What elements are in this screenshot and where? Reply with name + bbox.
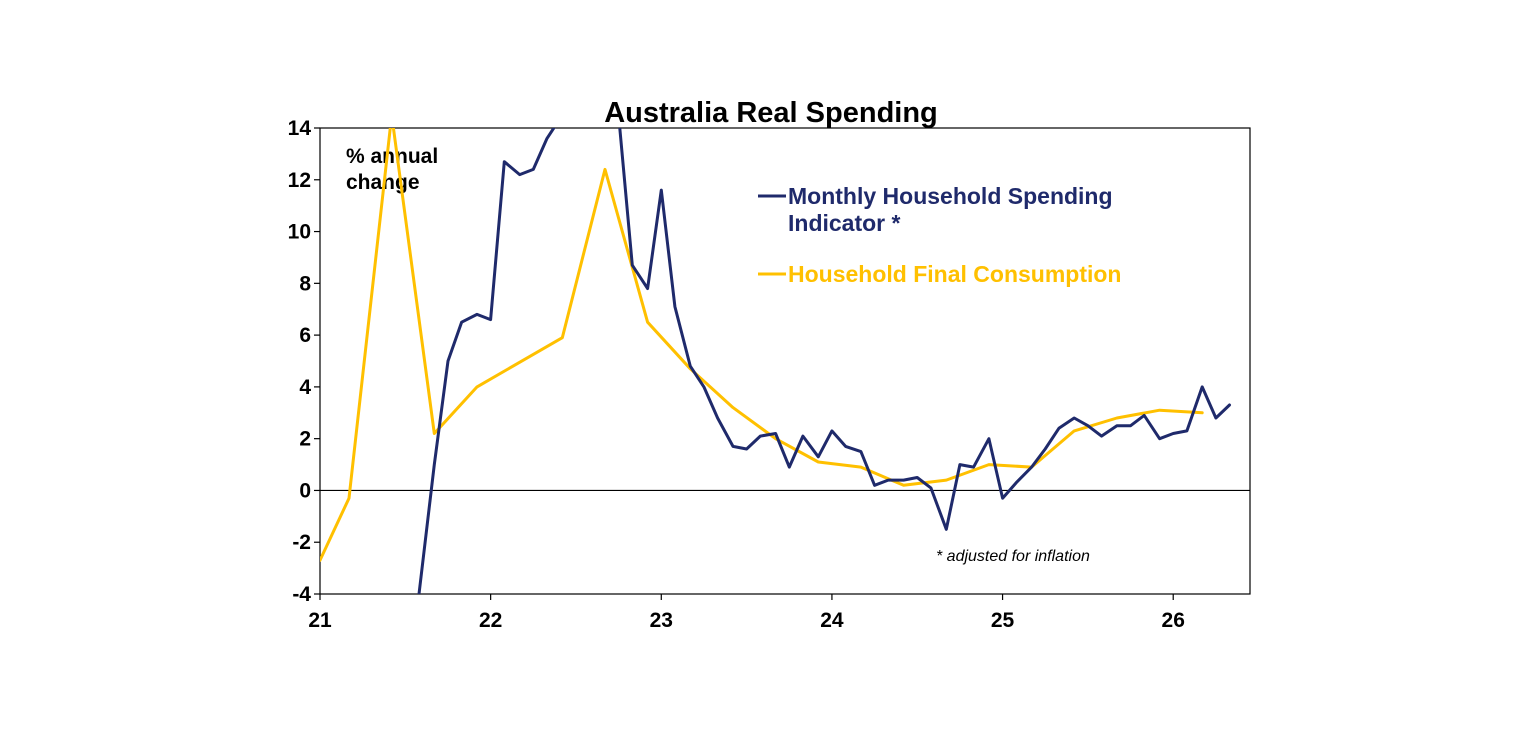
chart-frame: Australia Real Spending 14 12 10 8 6 4 2 0 -2 -4 2… [264, 88, 1276, 636]
series-line-monthly-spending [417, 128, 1231, 594]
x-tick-label: 21 [308, 609, 332, 632]
y-tick-label: 10 [288, 221, 311, 244]
x-tick-label: 25 [991, 609, 1015, 632]
legend-label-monthly-spending-line-2: Indicator * [788, 210, 901, 236]
legend-item-monthly-spending: Monthly Household Spending Indicator * [758, 183, 1113, 236]
y-tick-label: -4 [292, 583, 311, 606]
x-tick-label: 22 [479, 609, 502, 632]
y-tick-label: -2 [292, 531, 311, 554]
y-tick-label: 0 [299, 479, 311, 502]
y-tick-label: 8 [299, 272, 311, 295]
series-layer [320, 128, 1231, 594]
legend: Monthly Household Spending Indicator * H… [758, 183, 1121, 287]
y-axis-label-line-1: % annual [346, 145, 438, 168]
y-tick-label: 2 [299, 428, 311, 451]
legend-label-monthly-spending-line-1: Monthly Household Spending [788, 183, 1113, 209]
y-tick-label: 14 [288, 117, 312, 140]
plot-border [319, 127, 1251, 595]
annotation-inflation-note: * adjusted for inflation [936, 548, 1090, 565]
x-tick-label: 24 [820, 609, 844, 632]
line-chart: Australia Real Spending 14 12 10 8 6 4 2 0 -2 -4 2… [288, 97, 1251, 632]
series-line-final-consumption [320, 128, 1204, 562]
y-tick-label: 12 [288, 169, 311, 192]
legend-item-final-consumption: Household Final Consumption [758, 261, 1121, 287]
chart-title: Australia Real Spending [604, 97, 938, 129]
x-tick-label: 26 [1162, 609, 1185, 632]
x-tick-label: 23 [650, 609, 673, 632]
axes: 14 12 10 8 6 4 2 0 -2 -4 21 22 23 24 25 26 [288, 117, 1251, 632]
y-axis-label: % annual change [346, 145, 438, 194]
y-tick-label: 6 [299, 324, 311, 347]
y-tick-label: 4 [299, 376, 311, 399]
legend-label-final-consumption: Household Final Consumption [788, 261, 1121, 287]
